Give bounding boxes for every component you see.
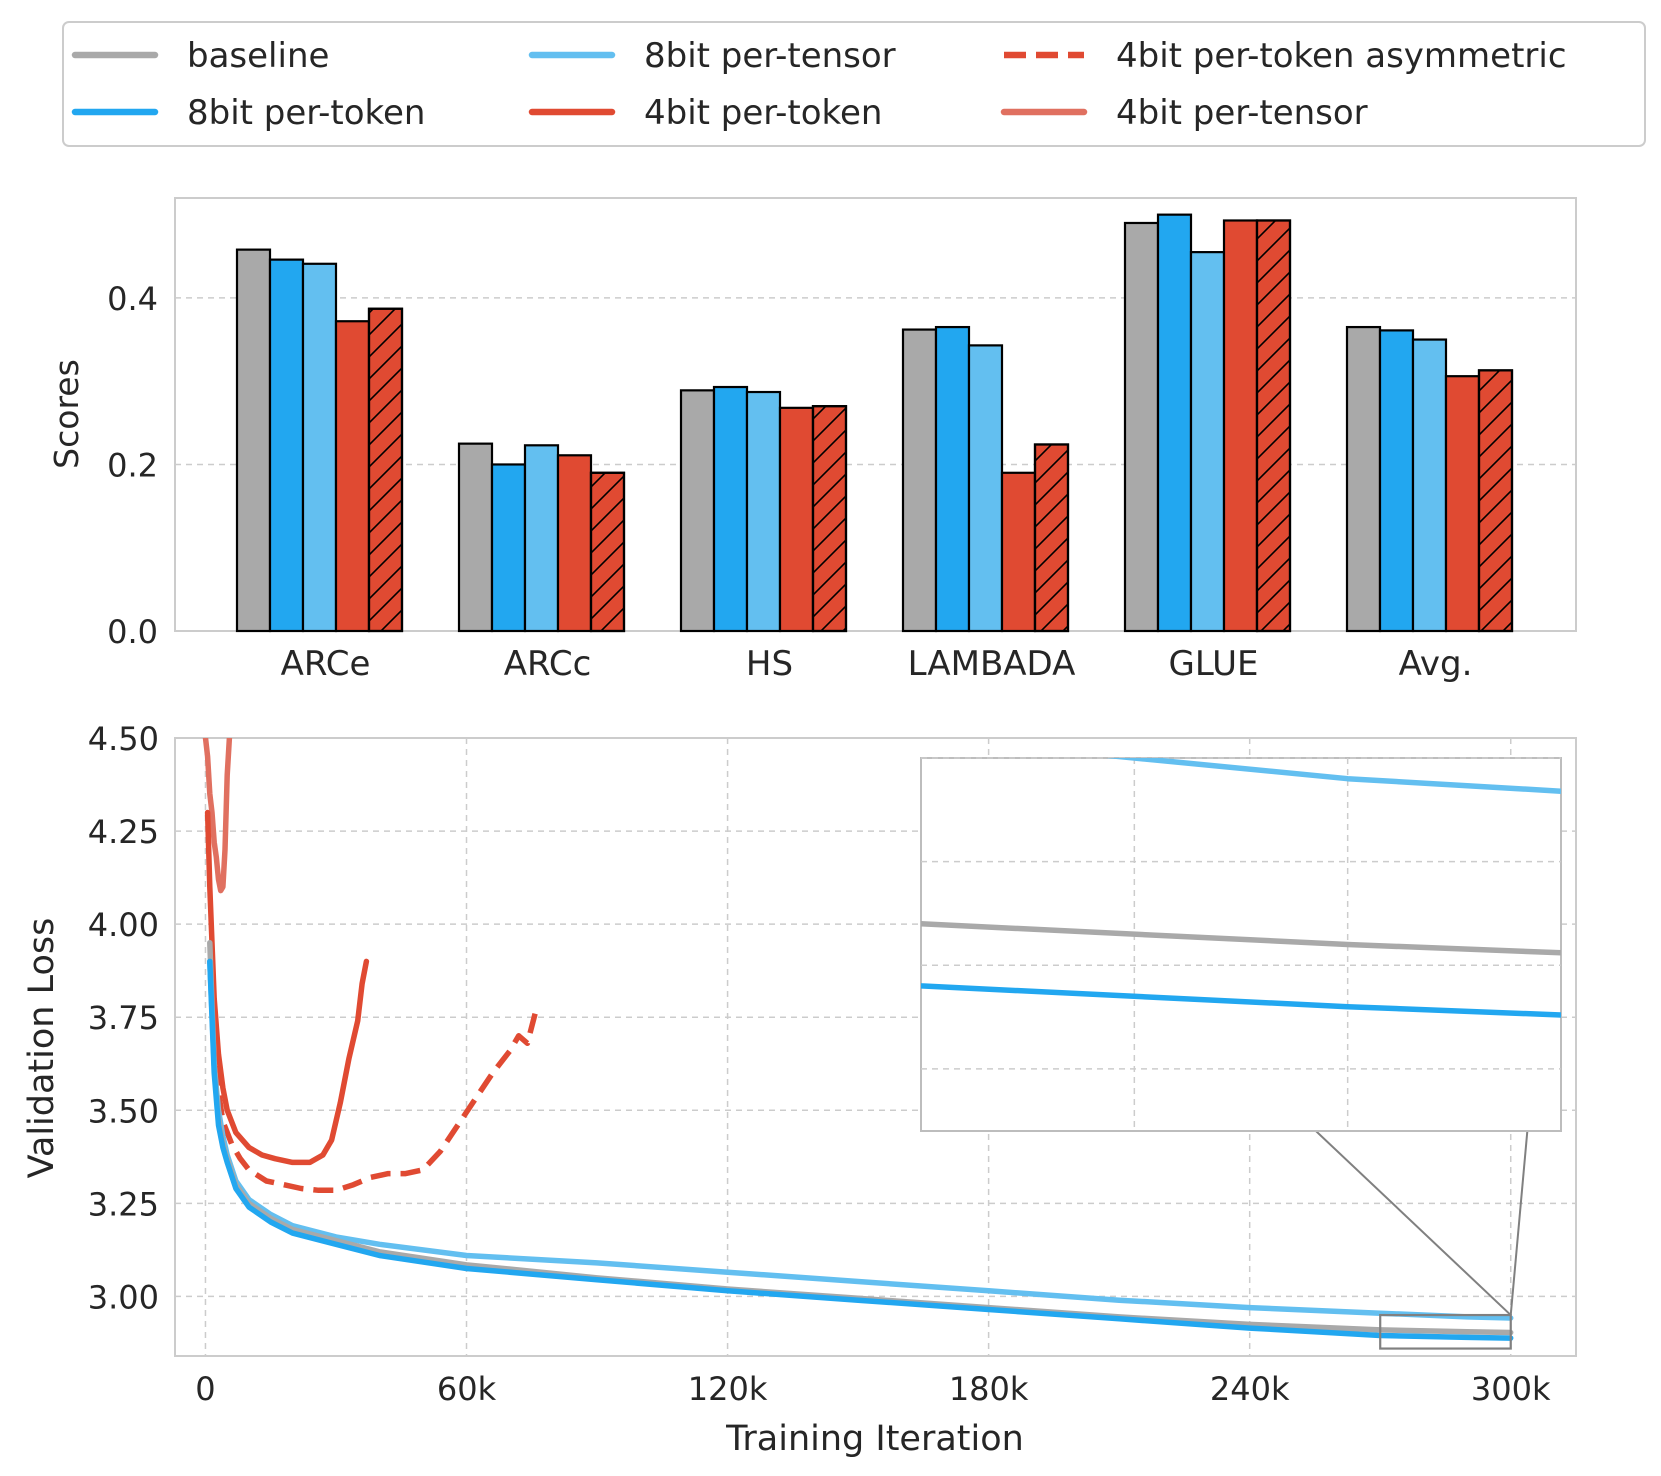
bar-y-tick-label: 0.0: [107, 613, 158, 651]
line-x-tick-label: 240k: [1210, 1370, 1290, 1408]
bar-lambada-4bit-per-token: [1000, 471, 1037, 633]
zoom-region-box: [1379, 1313, 1512, 1350]
line-y-tick-label: 4.25: [88, 813, 159, 851]
bar-avg-4bit-per-token-asymmetric-hatch: [1477, 369, 1514, 633]
line-series-8bit-per-token: [207, 958, 1514, 1341]
bar-avg-4bit-per-token: [1444, 375, 1481, 633]
line-x-tick-label: 60k: [437, 1370, 497, 1408]
bar-arcc-8bit-per-tensor: [523, 444, 560, 633]
line-chart: 3.00 3.25 3.50 3.75 4.00 4.25 4.50 0 60k 120k 180…: [22, 720, 1577, 1459]
bar-lambada-8bit-per-token: [934, 325, 971, 633]
bar-hs-4bit-per-token-asymmetric-hatch: [811, 405, 848, 633]
line-x-tick-label: 120k: [688, 1370, 768, 1408]
line-series-4bit-per-token-asymmetric: [211, 1009, 539, 1194]
bar-glue-4bit-per-token-asymmetric-hatch: [1255, 219, 1292, 633]
bar-glue-baseline: [1123, 221, 1160, 633]
legend-label-baseline: baseline: [187, 36, 329, 76]
bar-lambada-baseline: [901, 328, 938, 633]
line-y-tick-label: 3.75: [88, 999, 159, 1037]
bar-hs-8bit-per-token: [712, 385, 749, 633]
legend-label-8bit-per-token: 8bit per-token: [187, 93, 425, 133]
bar-x-tick-label: LAMBADA: [908, 644, 1076, 684]
bar-x-tick-label: Avg.: [1399, 644, 1473, 684]
bar-chart: 0.0 0.2 0.4 ARCe ARCc HS LAMBADA GLUE Avg. Scor…: [47, 197, 1577, 684]
bar-glue-8bit-per-tensor: [1189, 251, 1226, 633]
bar-lambada-8bit-per-tensor: [967, 344, 1004, 633]
bar-x-tick-label: ARCc: [504, 644, 592, 684]
bar-x-tick-label: ARCe: [281, 644, 371, 684]
bar-arcc-8bit-per-token: [490, 463, 527, 633]
bar-hs-baseline: [679, 389, 716, 633]
line-x-tick-label: 0: [195, 1370, 215, 1408]
bar-avg-baseline: [1345, 325, 1382, 633]
legend-label-4bit-per-token: 4bit per-token: [644, 93, 882, 133]
bar-x-tick-label: GLUE: [1169, 644, 1259, 684]
bar-y-axis-label: Scores: [47, 359, 86, 469]
bar-arcc-baseline: [457, 442, 494, 633]
bar-arce-4bit-per-token: [334, 320, 371, 633]
line-x-tick-label: 180k: [949, 1370, 1029, 1408]
legend-label-4bit-per-tensor: 4bit per-tensor: [1116, 93, 1368, 133]
bar-hs-4bit-per-token: [778, 406, 815, 633]
bar-glue-4bit-per-token: [1222, 219, 1259, 633]
bar-avg-8bit-per-token: [1378, 329, 1415, 633]
bar-hs-8bit-per-tensor: [745, 390, 782, 633]
bar-arce-8bit-per-tensor: [301, 262, 338, 633]
bar-y-tick-label: 0.2: [107, 446, 158, 484]
line-x-axis-label: Training Iteration: [725, 1419, 1024, 1459]
bar-plot-area: [174, 197, 1577, 632]
line-y-tick-label: 4.00: [88, 906, 159, 944]
line-x-tick-label: 300k: [1471, 1370, 1551, 1408]
legend-label-8bit-per-tensor: 8bit per-tensor: [644, 36, 896, 76]
legend-frame: [62, 21, 1646, 147]
line-series-4bit-per-token: [204, 809, 370, 1166]
bar-arce-8bit-per-token: [268, 258, 305, 633]
bar-avg-8bit-per-tensor: [1411, 338, 1448, 633]
line-y-tick-label: 3.00: [88, 1278, 159, 1316]
bar-y-tick-label: 0.4: [107, 280, 158, 318]
bar-arcc-4bit-per-token: [556, 454, 593, 633]
line-y-axis-label: Validation Loss: [22, 918, 62, 1179]
inset-plot-area: [920, 757, 1562, 1132]
line-y-tick-label: 3.50: [88, 1092, 159, 1130]
bar-arce-4bit-per-token-asymmetric-hatch: [367, 307, 404, 633]
bar-arcc-4bit-per-token-asymmetric-hatch: [589, 471, 626, 633]
bar-x-tick-label: HS: [746, 644, 793, 684]
bar-glue-8bit-per-token: [1156, 213, 1193, 633]
bar-arce-baseline: [235, 248, 272, 633]
bar-lambada-4bit-per-token-asymmetric-hatch: [1033, 443, 1070, 633]
legend-label-4bit-per-token-asymmetric: 4bit per-token asymmetric: [1116, 36, 1567, 76]
line-series-4bit-per-tensor: [202, 738, 233, 894]
line-y-tick-label: 3.25: [88, 1185, 159, 1223]
line-y-tick-label: 4.50: [88, 720, 159, 758]
legend: baseline 8bit per-token 8bit per-tensor 4bi…: [62, 21, 1646, 147]
